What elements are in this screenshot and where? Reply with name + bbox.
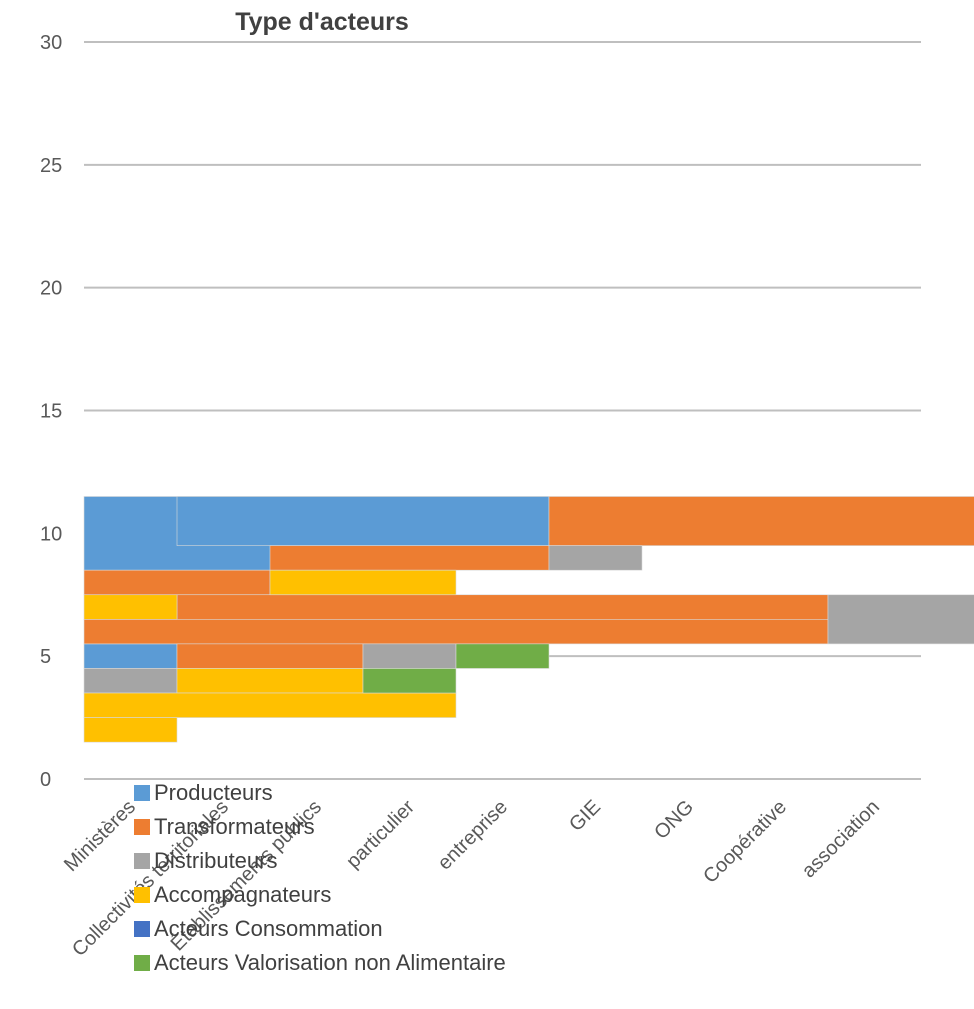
x-tick-label: Ministères bbox=[60, 796, 140, 876]
legend-label: Transformateurs bbox=[154, 814, 315, 839]
bar-2-0 bbox=[548, 545, 643, 571]
legend-label: Accompagnateurs bbox=[154, 882, 331, 907]
x-tick-label: association bbox=[798, 796, 884, 882]
bar-3-0 bbox=[269, 569, 457, 596]
bar-2-1 bbox=[827, 594, 974, 645]
bar-3-3 bbox=[83, 692, 457, 718]
y-tick-label: 15 bbox=[40, 401, 62, 423]
legend-label: Distributeurs bbox=[154, 848, 277, 873]
bar-0-2 bbox=[83, 643, 178, 669]
y-tick-label: 30 bbox=[40, 32, 62, 54]
y-tick-label: 20 bbox=[40, 278, 62, 300]
x-tick-label: ONG bbox=[650, 796, 698, 844]
bar-2-2 bbox=[362, 643, 457, 669]
legend-swatch bbox=[134, 887, 150, 903]
bar-3-4 bbox=[83, 717, 178, 743]
y-tick-label: 5 bbox=[40, 646, 51, 668]
legend-swatch bbox=[134, 921, 150, 937]
bar-3-2 bbox=[176, 668, 364, 694]
legend-label: Producteurs bbox=[154, 780, 273, 805]
x-tick-label: entreprise bbox=[434, 796, 512, 874]
bar-5-0 bbox=[455, 643, 550, 669]
bar-3-1 bbox=[83, 594, 178, 620]
bar-1-2 bbox=[83, 569, 271, 596]
y-tick-label: 10 bbox=[40, 523, 62, 545]
legend-swatch bbox=[134, 785, 150, 801]
y-axis: 0 5 10 15 20 25 30 bbox=[40, 32, 62, 791]
bar-1-1 bbox=[269, 545, 550, 571]
bar-1-5 bbox=[176, 643, 364, 669]
bar-0-1 bbox=[176, 496, 550, 546]
legend-swatch bbox=[134, 955, 150, 971]
x-tick-label: Coopérative bbox=[699, 796, 791, 888]
y-tick-label: 0 bbox=[40, 769, 51, 791]
bar-2-3 bbox=[83, 668, 178, 694]
chart-title: Type d'acteurs bbox=[235, 8, 409, 36]
legend-swatch bbox=[134, 819, 150, 835]
y-tick-label: 25 bbox=[40, 155, 62, 177]
x-tick-label: GIE bbox=[565, 796, 605, 836]
legend-swatch bbox=[134, 853, 150, 869]
bar-5-1 bbox=[362, 668, 457, 694]
legend: Producteurs Transformateurs Distributeurs A… bbox=[134, 780, 506, 975]
x-tick-label: particulier bbox=[342, 796, 419, 873]
bars bbox=[83, 496, 974, 743]
legend-label: Acteurs Valorisation non Alimentaire bbox=[154, 950, 506, 975]
bar-1-4 bbox=[83, 619, 829, 645]
legend-label: Acteurs Consommation bbox=[154, 916, 383, 941]
bar-1-3 bbox=[176, 594, 829, 620]
bar-1-0 bbox=[548, 496, 974, 546]
